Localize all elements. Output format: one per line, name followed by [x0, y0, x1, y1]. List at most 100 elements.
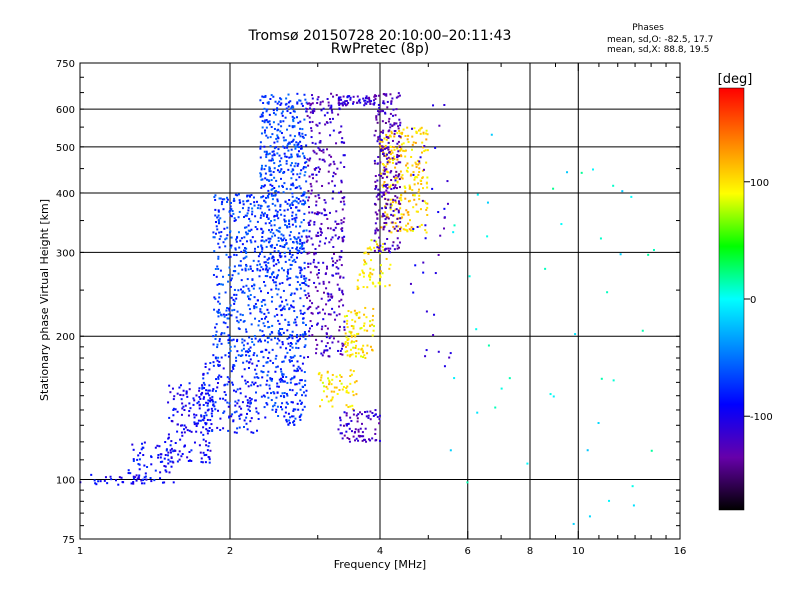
data-point — [345, 423, 348, 426]
data-point — [262, 299, 265, 302]
data-point — [291, 201, 294, 204]
data-point — [266, 258, 269, 261]
data-point — [390, 102, 393, 105]
data-point — [244, 382, 247, 385]
data-point — [289, 378, 292, 381]
data-point — [206, 409, 209, 412]
data-point — [412, 206, 415, 209]
data-point — [419, 132, 422, 135]
data-point — [331, 197, 334, 200]
data-point — [271, 198, 274, 201]
data-point — [374, 129, 377, 132]
data-point — [216, 283, 219, 286]
data-point — [377, 248, 380, 251]
data-point — [269, 333, 272, 336]
data-point — [238, 417, 241, 420]
data-point — [301, 152, 304, 155]
data-point — [251, 236, 254, 239]
data-point — [293, 292, 296, 295]
data-point — [412, 228, 415, 231]
data-point — [292, 120, 295, 123]
data-point — [381, 215, 384, 218]
data-point — [270, 300, 273, 303]
data-point — [327, 101, 330, 104]
data-point — [364, 357, 367, 360]
data-point — [393, 158, 396, 161]
data-point — [380, 226, 383, 229]
data-point — [308, 211, 311, 214]
data-point — [302, 194, 305, 197]
data-point — [298, 209, 301, 212]
data-point — [332, 245, 335, 248]
data-point — [263, 145, 266, 148]
data-point — [286, 208, 289, 211]
data-point — [245, 251, 248, 254]
data-point — [259, 141, 262, 144]
data-point — [368, 96, 371, 99]
data-point — [342, 385, 345, 388]
data-point — [291, 415, 294, 418]
data-point — [297, 202, 300, 205]
data-point — [289, 381, 292, 384]
data-point — [277, 261, 280, 264]
data-point — [231, 381, 234, 384]
data-point — [313, 223, 316, 226]
data-point — [355, 314, 358, 317]
data-point — [294, 383, 297, 386]
data-point — [322, 158, 325, 161]
data-point — [393, 213, 396, 216]
data-point — [281, 408, 284, 411]
data-point — [223, 391, 226, 394]
data-point — [242, 425, 245, 428]
data-point — [269, 244, 272, 247]
data-point — [311, 243, 314, 246]
data-point — [329, 227, 332, 230]
data-point — [289, 238, 292, 241]
data-point — [390, 145, 393, 148]
data-point — [232, 298, 235, 301]
data-point — [195, 430, 198, 433]
data-point — [338, 255, 341, 258]
data-point — [414, 264, 417, 267]
colorbar-tick-label: 0 — [750, 295, 756, 306]
data-point — [419, 156, 422, 159]
data-point — [357, 287, 360, 290]
data-point — [332, 190, 335, 193]
data-point — [449, 352, 452, 355]
data-point — [406, 126, 409, 129]
data-point — [188, 382, 191, 385]
data-point — [392, 198, 395, 201]
data-point — [340, 228, 343, 231]
data-point — [285, 392, 288, 395]
data-point — [408, 199, 411, 202]
data-point — [270, 338, 273, 341]
data-point — [212, 388, 215, 391]
data-point — [340, 347, 343, 350]
data-point — [448, 356, 451, 359]
data-point — [342, 221, 345, 224]
data-point — [376, 121, 379, 124]
data-point — [342, 200, 345, 203]
data-point — [285, 160, 288, 163]
data-point — [223, 227, 226, 230]
data-point — [204, 461, 207, 464]
data-point — [317, 166, 320, 169]
data-point — [190, 449, 193, 452]
data-point — [284, 318, 287, 321]
data-point — [247, 401, 250, 404]
data-point — [238, 426, 241, 429]
data-point — [284, 355, 287, 358]
data-point — [338, 98, 341, 101]
data-point — [256, 207, 259, 210]
data-point — [446, 180, 449, 183]
data-point — [299, 283, 302, 286]
data-point — [425, 349, 428, 352]
data-point — [272, 121, 275, 124]
data-point — [246, 428, 249, 431]
data-point — [235, 410, 238, 413]
data-point — [296, 249, 299, 252]
data-point — [265, 134, 268, 137]
data-point — [290, 359, 293, 362]
data-point — [270, 159, 273, 162]
data-point — [238, 415, 241, 418]
